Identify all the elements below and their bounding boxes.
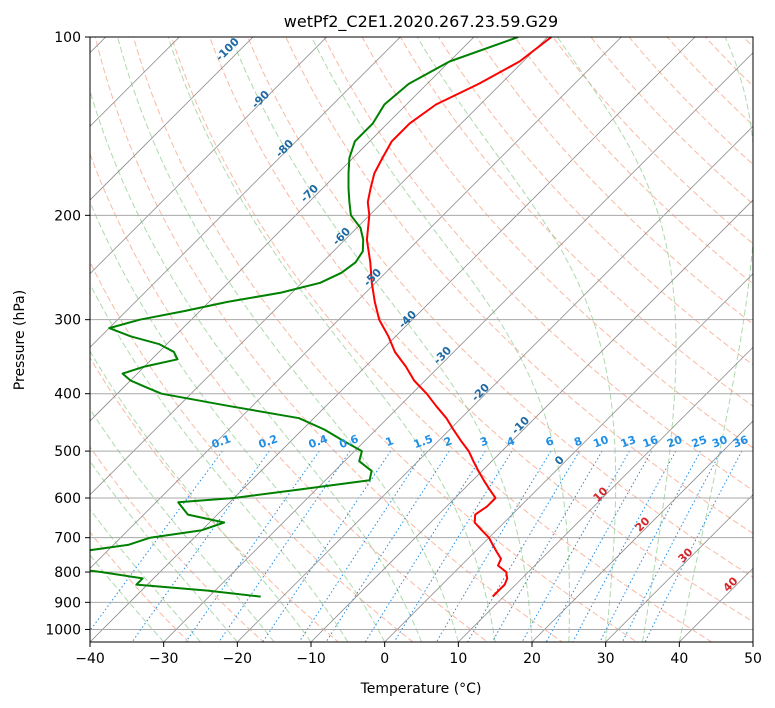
mixing-ratio-label: 30: [710, 433, 729, 451]
grid-layer: [90, 37, 753, 642]
moist-adiabat: [90, 200, 386, 642]
dry-adiabat: [285, 37, 753, 535]
mixing-ratio-label: 8: [572, 434, 584, 449]
mixing-ratio-label: 13: [619, 433, 638, 450]
y-tick-label: 400: [54, 387, 81, 403]
y-axis-title: Pressure (hPa): [12, 290, 28, 390]
mixing-ratio-label: 10: [591, 433, 610, 451]
y-tick-label: 100: [54, 30, 81, 46]
y-tick-label: 500: [54, 444, 81, 460]
isotherm-line: [90, 37, 622, 569]
y-tick-label: 800: [54, 565, 81, 581]
isotherm-line: [90, 37, 180, 127]
moist-adiabat: [90, 283, 349, 642]
mixing-ratio-label: 0.2: [257, 432, 280, 451]
dry-adiabat: [90, 152, 489, 642]
mixing-ratio-label: 1: [384, 434, 396, 449]
mixing-ratio-label: 4: [505, 434, 517, 449]
moist-adiabat: [678, 37, 753, 642]
isotherm-line: [457, 346, 753, 642]
mixing-ratio-label: 0.4: [307, 432, 330, 451]
isotherm-line: [605, 494, 753, 642]
x-tick-label: −40: [75, 651, 105, 667]
plot-frame: [89, 36, 754, 643]
moist-adiabat: [90, 408, 275, 642]
mixing-ratio-label: 0.1: [210, 432, 233, 451]
dry-adiabat: [90, 260, 414, 642]
y-tick-label: 300: [54, 313, 81, 329]
moist-adiabat: [230, 37, 533, 642]
mixing-ratio-label: 2: [442, 434, 454, 449]
moist-adiabat: [90, 350, 312, 642]
y-tick-label: 1000: [45, 622, 81, 638]
dry-adiabat: [361, 37, 753, 449]
mixing-ratio-label: 25: [690, 433, 709, 450]
isotherm-line: [90, 37, 696, 642]
dry-adiabat: [399, 37, 753, 407]
dry-adiabat: [247, 37, 753, 578]
dry-adiabat: [170, 37, 713, 642]
mixing-ratio-label: 0.6: [338, 432, 361, 451]
x-tick-label: −20: [223, 651, 253, 667]
isotherm-line: [236, 125, 753, 642]
isotherm-line: [384, 273, 753, 642]
y-tick-label: 900: [54, 595, 81, 611]
isotherm-line: [531, 420, 753, 642]
y-tick-label: 200: [54, 208, 81, 224]
x-tick-label: 0: [380, 651, 389, 667]
dry-adiabat: [94, 37, 564, 642]
dry-adiabat: [209, 37, 753, 623]
isotherm-line: [90, 37, 401, 348]
moist-adiabat: [90, 460, 238, 642]
moist-adiabat: [90, 89, 422, 642]
chart-title: wetPf2_C2E1.2020.267.23.59.G29: [284, 12, 558, 32]
mixing-ratio-label: 1.5: [412, 432, 435, 451]
x-tick-label: 40: [670, 651, 688, 667]
temperature-profile-line: [365, 37, 553, 598]
x-tick-label: 30: [597, 651, 615, 667]
dry-adiabat: [90, 446, 265, 642]
mixing-ratio-label: 3: [478, 434, 490, 449]
isotherm-line: [310, 199, 753, 642]
mixing-ratio-label: 36: [731, 433, 750, 451]
isotherm-line: [90, 37, 549, 496]
y-tick-label: 600: [54, 491, 81, 507]
dry-adiabat: [323, 37, 753, 491]
x-tick-label: 10: [449, 651, 467, 667]
moist-adiabat: [90, 508, 201, 642]
mixing-ratio-label: 16: [641, 433, 660, 451]
isotherm-line: [90, 37, 328, 275]
moist-adiabat: [117, 37, 459, 642]
axes-layer: −40 −30 −20 −10 0 10 20 30 40 5010020030040050060…: [45, 30, 762, 667]
x-axis-title: Temperature (°C): [360, 681, 482, 697]
isotherm-line: [90, 37, 254, 201]
x-tick-label: 50: [744, 651, 762, 667]
mixing-ratio-label: 6: [544, 434, 556, 449]
isotherm-line: [90, 37, 475, 422]
moist-adiabat: [311, 37, 570, 642]
moist-adiabat: [416, 37, 617, 642]
y-tick-label: 700: [54, 531, 81, 547]
moist-adiabat: [167, 37, 496, 642]
isotherm-line: [163, 52, 753, 642]
series-layer: [90, 37, 553, 598]
dewpoint-profile-line: [90, 37, 519, 598]
moist-adiabat: [90, 554, 165, 642]
dry-adiabat: [132, 37, 638, 642]
x-tick-label: 20: [523, 651, 541, 667]
mixing-ratio-label: 20: [665, 433, 684, 451]
x-tick-label: −30: [149, 651, 179, 667]
dry-adiabat: [90, 356, 340, 642]
x-tick-label: −10: [296, 651, 326, 667]
